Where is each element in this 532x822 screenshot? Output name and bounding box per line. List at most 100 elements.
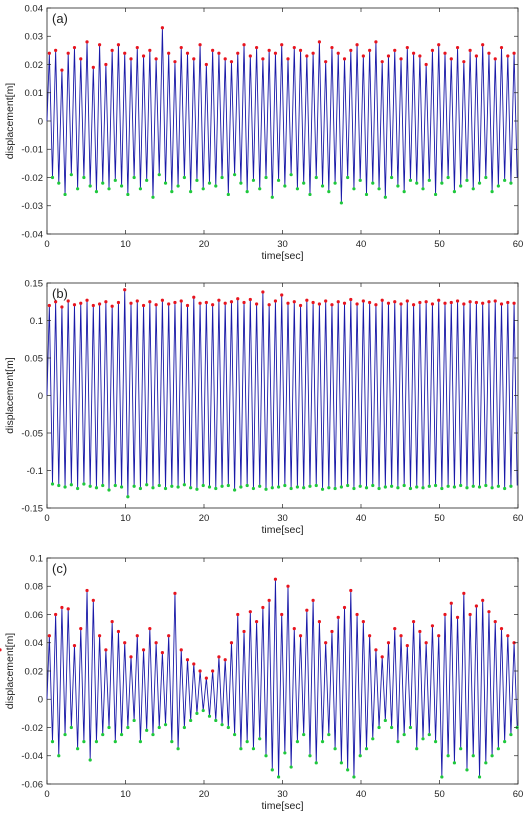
peak-marker <box>355 612 359 617</box>
trough-marker <box>509 732 513 737</box>
peak-marker <box>393 627 397 631</box>
trough-marker <box>477 485 482 489</box>
trough-marker <box>170 740 174 744</box>
trough-marker <box>226 483 230 488</box>
trough-marker <box>182 483 186 487</box>
peak-marker <box>79 57 83 61</box>
trough-marker <box>396 740 400 744</box>
trough-marker <box>295 485 300 489</box>
x-tick-label: 20 <box>199 513 210 524</box>
peak-marker <box>449 601 453 605</box>
peak-marker <box>487 610 491 614</box>
trough-marker <box>88 758 92 762</box>
trough-marker <box>176 747 180 751</box>
trough-marker <box>465 768 469 772</box>
peak-marker <box>468 48 472 52</box>
trough-marker <box>352 775 356 779</box>
panel-2: 0 10 20 30 40 50 60 -0.15 -0.1 -0.05 0 0.05 0.1 0.15 t… <box>4 278 523 536</box>
trough-marker <box>283 751 287 755</box>
peak-marker <box>160 651 164 655</box>
peak-marker <box>506 300 510 305</box>
trough-marker <box>264 487 268 491</box>
peak-marker <box>91 303 95 308</box>
peak-marker <box>361 619 365 624</box>
y-tick-label: 0.15 <box>25 278 44 289</box>
trough-marker <box>113 178 117 182</box>
peak-marker <box>317 302 321 306</box>
trough-marker <box>132 175 136 180</box>
trough-marker <box>490 190 494 194</box>
peak-marker <box>242 43 246 47</box>
peak-marker <box>311 51 315 55</box>
panel-1: 0 10 20 30 40 50 60 -0.04 -0.03 -0.02 -0.01 0 0.01 0.… <box>4 3 523 262</box>
trough-marker <box>94 190 99 194</box>
y-tick-label: 0 <box>38 116 43 127</box>
trough-marker <box>170 484 174 488</box>
trough-marker <box>490 754 494 758</box>
trough-marker <box>364 192 369 197</box>
y-tick-label: -0.02 <box>21 723 43 734</box>
peak-marker <box>499 45 504 50</box>
peak-marker <box>217 51 221 55</box>
trough-marker <box>214 718 218 723</box>
trough-marker <box>126 725 130 730</box>
series-line <box>46 289 518 498</box>
peak-marker <box>311 598 315 602</box>
trough-marker <box>239 485 243 489</box>
peak-marker <box>104 648 108 652</box>
x-tick-label: 0 <box>44 513 49 524</box>
peak-marker <box>374 40 378 44</box>
x-tick-label: 60 <box>513 513 524 524</box>
trough-marker <box>88 484 92 488</box>
peak-marker <box>298 634 303 638</box>
trough-marker <box>496 484 500 488</box>
peak-marker <box>380 298 384 302</box>
peak-marker <box>311 300 315 305</box>
peak-marker <box>330 303 334 307</box>
x-axis-label: time[sec] <box>261 524 303 536</box>
trough-marker <box>465 486 469 490</box>
trough-marker <box>459 747 463 751</box>
trough-marker <box>490 486 494 490</box>
trough-marker <box>452 485 457 489</box>
trough-marker <box>327 190 331 194</box>
peak-marker <box>204 676 208 680</box>
trough-marker <box>245 190 249 194</box>
trough-marker <box>320 740 325 744</box>
peak-marker <box>66 299 70 303</box>
peak-marker <box>160 26 164 30</box>
x-tick-label: 40 <box>356 239 367 250</box>
trough-marker <box>509 181 513 185</box>
trough-marker <box>465 178 469 182</box>
trough-marker <box>339 485 343 489</box>
trough-marker <box>245 483 249 488</box>
x-tick-label: 50 <box>434 789 445 800</box>
peak-marker <box>411 51 416 55</box>
trough-marker <box>50 740 55 744</box>
trough-marker <box>396 184 400 188</box>
trough-marker <box>201 708 205 713</box>
trough-marker <box>440 486 444 491</box>
peak-marker <box>47 634 51 638</box>
trough-marker <box>138 740 143 744</box>
trough-marker <box>333 747 337 751</box>
peak-marker <box>135 299 139 303</box>
peak-marker <box>487 300 491 304</box>
panel-label: (b) <box>52 286 68 301</box>
trough-marker <box>264 754 268 758</box>
trough-marker <box>452 761 457 765</box>
panel-3: 0 10 20 30 40 50 60 -0.06 -0.04 -0.02 0 0.02 0.04 0.0… <box>0 553 523 812</box>
x-tick-label: 10 <box>120 513 131 524</box>
trough-marker <box>408 725 413 730</box>
peak-marker <box>393 300 397 304</box>
peak-marker <box>217 655 221 659</box>
trough-marker <box>320 184 325 188</box>
trough-marker <box>132 484 136 488</box>
trough-marker <box>289 765 293 769</box>
peak-marker <box>129 301 133 305</box>
peak-marker <box>292 45 296 50</box>
peak-marker <box>217 298 221 302</box>
peak-marker <box>499 302 504 306</box>
peak-marker <box>424 300 428 304</box>
peak-marker <box>342 301 347 305</box>
